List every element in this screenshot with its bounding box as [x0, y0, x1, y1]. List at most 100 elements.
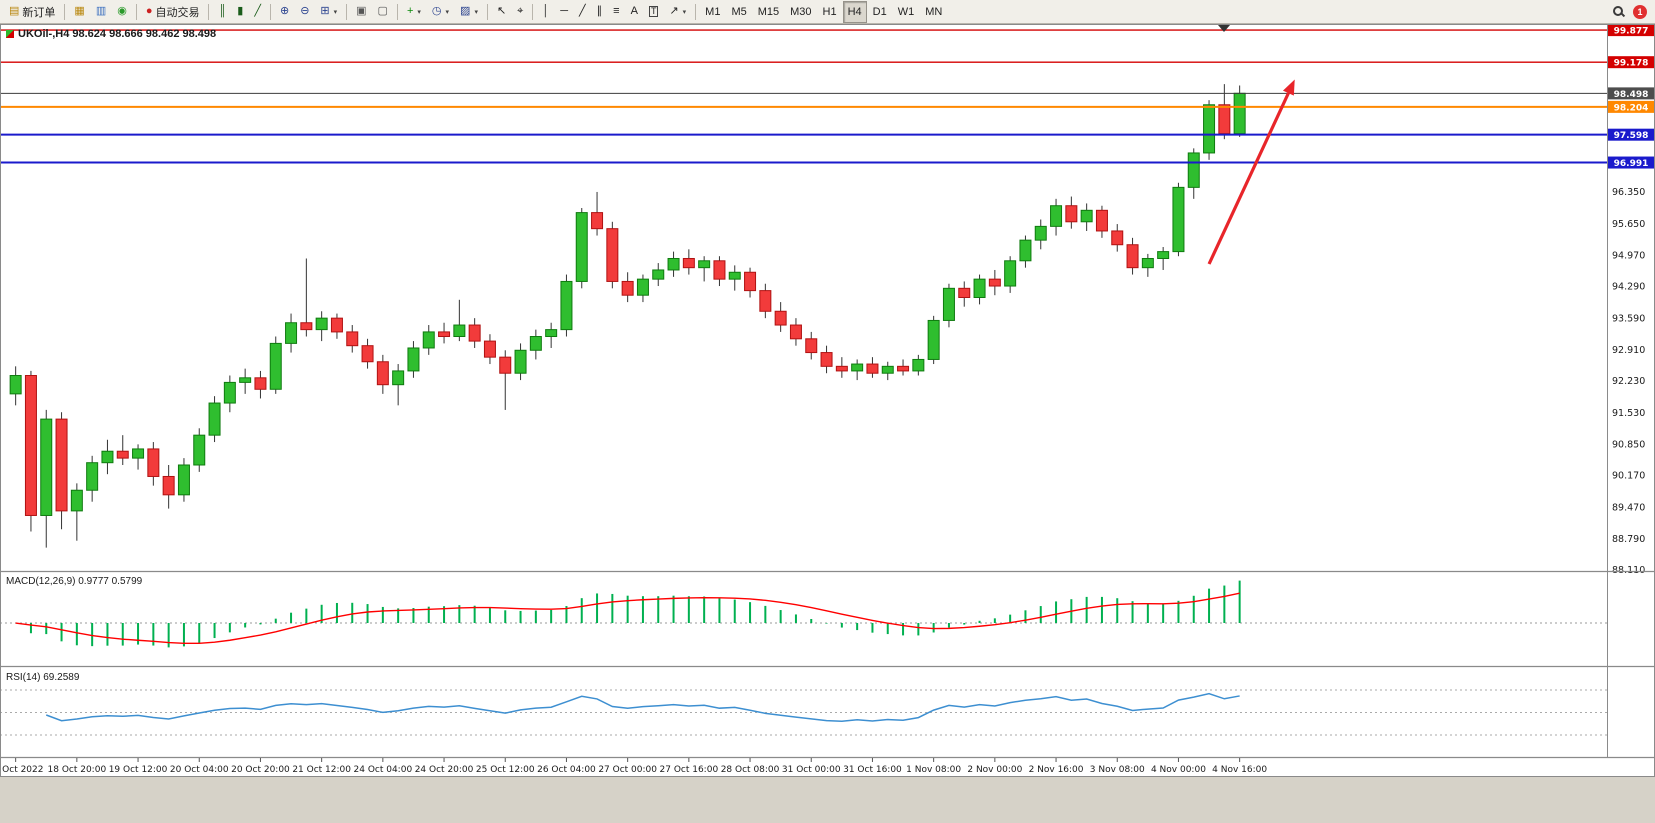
svg-text:2 Nov 00:00: 2 Nov 00:00: [967, 765, 1022, 775]
svg-text:20 Oct 20:00: 20 Oct 20:00: [231, 765, 290, 775]
horizontal-line-button[interactable]: ─: [555, 1, 573, 23]
templates-button[interactable]: ▨ ▾: [455, 1, 483, 23]
trendline-button[interactable]: ╱: [574, 1, 591, 23]
indicators-button[interactable]: + ▾: [402, 1, 426, 23]
equidistant-channel-button[interactable]: ∥: [592, 1, 608, 23]
svg-text:98.498: 98.498: [1614, 90, 1649, 100]
templates-icon: ▨: [460, 5, 471, 17]
horizontal-line-icon: ─: [560, 5, 569, 17]
svg-text:4 Nov 00:00: 4 Nov 00:00: [1151, 765, 1206, 775]
tf-m1-button[interactable]: M1: [700, 1, 725, 23]
profiles-button[interactable]: ▥: [91, 1, 111, 23]
toolbar-separator: [208, 3, 210, 20]
trend-arrow[interactable]: [1207, 79, 1295, 265]
toolbar-right: 1: [1612, 4, 1651, 19]
candlestick-chart-button[interactable]: ▮: [232, 1, 248, 23]
svg-text:99.178: 99.178: [1614, 59, 1649, 69]
periods-button[interactable]: ◷ ▾: [427, 1, 454, 23]
svg-text:99.877: 99.877: [1614, 27, 1649, 37]
svg-text:90.850: 90.850: [1612, 439, 1645, 450]
cursor-icon: ↖: [496, 5, 507, 17]
chart-shift-marker[interactable]: [1218, 25, 1230, 32]
svg-text:4 Nov 16:00: 4 Nov 16:00: [1212, 765, 1267, 775]
text-icon: A: [630, 5, 638, 17]
line-chart-button[interactable]: ╱: [249, 1, 266, 23]
profiles-icon: ▥: [95, 5, 107, 17]
zoom-in-button[interactable]: ⊕: [275, 1, 294, 23]
arrow-objects-button[interactable]: ↗ ▾: [664, 1, 691, 23]
new-order-button[interactable]: ▤ 新订单: [4, 1, 60, 23]
tile-windows-icon: ▣: [356, 5, 367, 17]
charts-button[interactable]: ▦: [69, 1, 89, 23]
chart-canvas[interactable]: 1.07110.00-0.9832100805020096.35095.6509…: [0, 24, 1655, 777]
auto-trading-icon: ●: [145, 5, 153, 17]
data-refresh-button[interactable]: ◉: [112, 1, 132, 23]
svg-text:97.598: 97.598: [1614, 131, 1649, 141]
cascade-windows-icon: ▢: [377, 5, 388, 17]
text-label-button[interactable]: T: [644, 1, 664, 23]
new-order-label: 新订单: [22, 6, 56, 19]
tf-h1-label: H1: [822, 5, 837, 18]
tf-m30-label: M30: [790, 5, 812, 18]
svg-text:94.970: 94.970: [1612, 250, 1645, 261]
svg-text:89.470: 89.470: [1612, 503, 1645, 514]
svg-text:24 Oct 20:00: 24 Oct 20:00: [415, 765, 474, 775]
toolbar-separator: [269, 3, 271, 20]
svg-text:18 Oct 2022: 18 Oct 2022: [0, 765, 43, 775]
indicators-icon: +: [406, 5, 414, 17]
tf-m30-button[interactable]: M30: [785, 1, 816, 23]
svg-text:96.350: 96.350: [1612, 187, 1645, 198]
cascade-windows-button[interactable]: ▢: [373, 1, 393, 23]
chevron-down-icon: ▾: [333, 8, 338, 16]
toolbar-separator: [346, 3, 348, 20]
tf-h4-label: H4: [847, 5, 862, 18]
svg-text:98.204: 98.204: [1614, 103, 1649, 113]
tf-m15-button[interactable]: M15: [753, 1, 784, 23]
crosshair-button[interactable]: ⌖: [512, 1, 528, 23]
text-button[interactable]: A: [626, 1, 643, 23]
svg-text:94.290: 94.290: [1612, 281, 1645, 292]
bar-chart-button[interactable]: ║: [213, 1, 231, 23]
zoom-in-icon: ⊕: [279, 5, 290, 17]
svg-text:31 Oct 16:00: 31 Oct 16:00: [843, 765, 902, 775]
price-axis[interactable]: 96.350 95.650 94.970 94.290 93.590 92.910 92.2…: [1608, 24, 1654, 576]
notification-badge[interactable]: 1: [1633, 4, 1647, 19]
candlestick-chart-icon: ▮: [237, 5, 244, 17]
svg-text:27 Oct 00:00: 27 Oct 00:00: [598, 765, 657, 775]
tf-mn-button[interactable]: MN: [920, 1, 947, 23]
tf-w1-button[interactable]: W1: [893, 1, 920, 23]
fibonacci-button[interactable]: ≡: [608, 1, 624, 23]
auto-trading-button[interactable]: ● 自动交易: [141, 1, 205, 23]
chart-grid-button[interactable]: ⊞ ▾: [315, 1, 342, 23]
chevron-down-icon: ▾: [417, 8, 421, 16]
auto-trading-label: 自动交易: [155, 6, 200, 19]
svg-text:88.110: 88.110: [1612, 565, 1645, 576]
toolbar-separator: [135, 3, 137, 20]
crosshair-icon: ⌖: [517, 5, 524, 17]
svg-text:92.230: 92.230: [1612, 376, 1645, 387]
cursor-button[interactable]: ↖: [492, 1, 511, 23]
chart-area[interactable]: 1.07110.00-0.9832100805020096.35095.6509…: [0, 24, 1655, 777]
tf-m5-button[interactable]: M5: [726, 1, 751, 23]
toolbar: ▤ 新订单 ▦ ▥ ◉ ● 自动交易 ║ ▮ ╱ ⊕ ⊖ ⊞ ▾ ▣ ▢ + ▾ ◷ ▾ ▨ ▾ ↖ ⌖ │ ─ ╱ ∥ ≡ A T ↗ ▾ M1…: [0, 0, 1655, 24]
chevron-down-icon: ▾: [474, 8, 478, 16]
new-order-icon: ▤: [9, 5, 20, 17]
tf-h4-button[interactable]: H4: [842, 0, 867, 23]
svg-text:19 Oct 12:00: 19 Oct 12:00: [109, 765, 168, 775]
toolbar-separator: [532, 3, 534, 20]
tf-w1-label: W1: [897, 5, 915, 18]
svg-text:92.910: 92.910: [1612, 345, 1645, 356]
tile-windows-button[interactable]: ▣: [351, 1, 371, 23]
tf-h1-button[interactable]: H1: [818, 1, 842, 23]
zoom-out-button[interactable]: ⊖: [295, 1, 314, 23]
svg-text:93.590: 93.590: [1612, 314, 1645, 325]
tf-d1-button[interactable]: D1: [868, 1, 892, 23]
data-refresh-icon: ◉: [117, 5, 127, 17]
vertical-line-button[interactable]: │: [537, 1, 554, 23]
candles-layer: [9, 84, 1246, 548]
search-icon[interactable]: [1612, 5, 1625, 18]
arrow-objects-icon: ↗: [669, 5, 679, 17]
line-chart-icon: ╱: [254, 5, 261, 17]
